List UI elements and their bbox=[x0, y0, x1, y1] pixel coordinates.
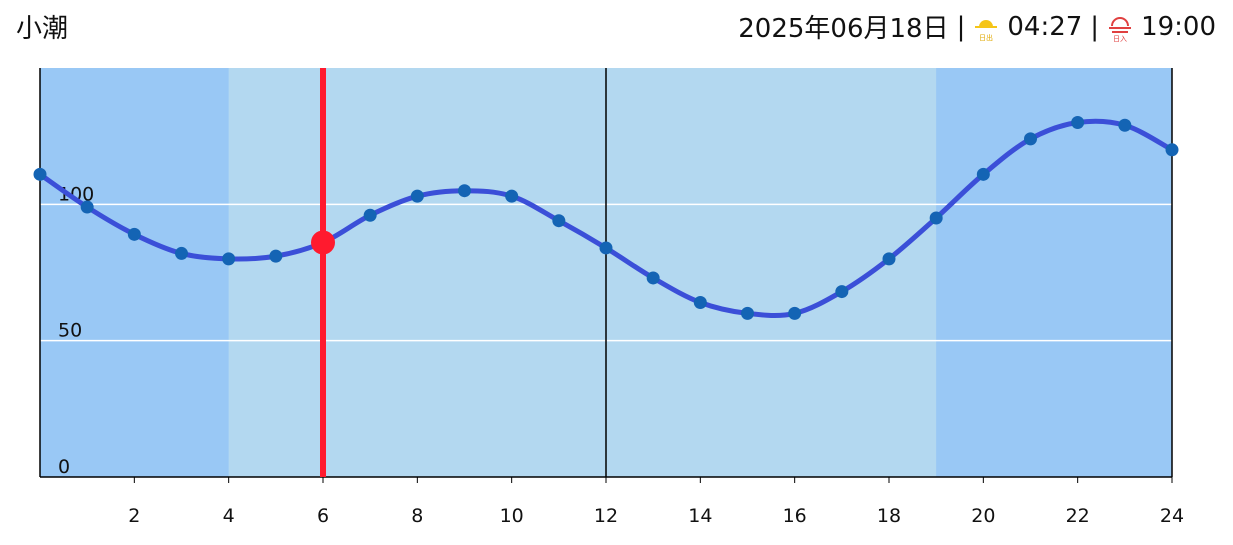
x-tick-label: 6 bbox=[317, 505, 329, 527]
point bbox=[222, 252, 236, 266]
point bbox=[1024, 132, 1037, 146]
x-tick-label: 12 bbox=[594, 505, 618, 527]
sunrise-icon-label: 日出 bbox=[979, 33, 993, 42]
point bbox=[929, 211, 943, 225]
point bbox=[741, 306, 754, 320]
x-tick-label: 16 bbox=[783, 505, 807, 527]
point bbox=[505, 189, 519, 203]
x-tick-label: 14 bbox=[688, 505, 712, 527]
night-band bbox=[40, 68, 229, 477]
current-point bbox=[311, 230, 335, 255]
header-info: 2025年06月18日 | 日出 04:27 | 日入 19:00 bbox=[738, 8, 1216, 45]
day-background bbox=[40, 68, 1172, 477]
x-tick-label: 22 bbox=[1066, 505, 1090, 527]
x-tick-label: 20 bbox=[971, 505, 995, 527]
tide-line bbox=[38, 118, 1174, 318]
x-tick-label: 24 bbox=[1160, 505, 1184, 527]
point bbox=[127, 227, 141, 241]
separator: | bbox=[1090, 11, 1100, 42]
point bbox=[458, 184, 471, 198]
point bbox=[552, 214, 566, 228]
x-tick-label: 8 bbox=[411, 505, 423, 527]
point bbox=[646, 271, 660, 285]
sunset-icon-label: 日入 bbox=[1113, 35, 1127, 42]
point bbox=[175, 246, 188, 260]
point bbox=[269, 249, 283, 263]
point bbox=[33, 167, 47, 181]
x-tick-label: 4 bbox=[223, 505, 235, 527]
point bbox=[1165, 143, 1179, 157]
point bbox=[80, 200, 94, 214]
point bbox=[788, 306, 802, 320]
point bbox=[835, 285, 849, 299]
sunset-time: 19:00 bbox=[1141, 11, 1216, 42]
sunrise-time: 04:27 bbox=[1007, 11, 1083, 42]
y-tick-label: 50 bbox=[58, 320, 82, 342]
point bbox=[1118, 118, 1132, 132]
date: 2025年06月18日 bbox=[738, 14, 949, 44]
point bbox=[976, 167, 990, 181]
x-tick-label: 18 bbox=[877, 505, 901, 527]
point bbox=[882, 252, 896, 266]
point bbox=[410, 189, 424, 203]
point bbox=[1071, 116, 1085, 130]
sunset-icon: 日入 bbox=[1109, 16, 1132, 42]
point bbox=[693, 295, 707, 309]
sunrise-icon: 日出 bbox=[975, 19, 998, 42]
x-tick-label: 10 bbox=[500, 505, 524, 527]
y-tick-label: 0 bbox=[58, 456, 70, 478]
separator: | bbox=[956, 11, 966, 42]
point bbox=[363, 208, 377, 222]
y-tick-label: 100 bbox=[58, 183, 94, 205]
x-tick-label: 2 bbox=[128, 505, 140, 527]
point bbox=[599, 241, 613, 255]
tide-name: 小潮 bbox=[16, 14, 69, 44]
night-band bbox=[936, 68, 1172, 477]
